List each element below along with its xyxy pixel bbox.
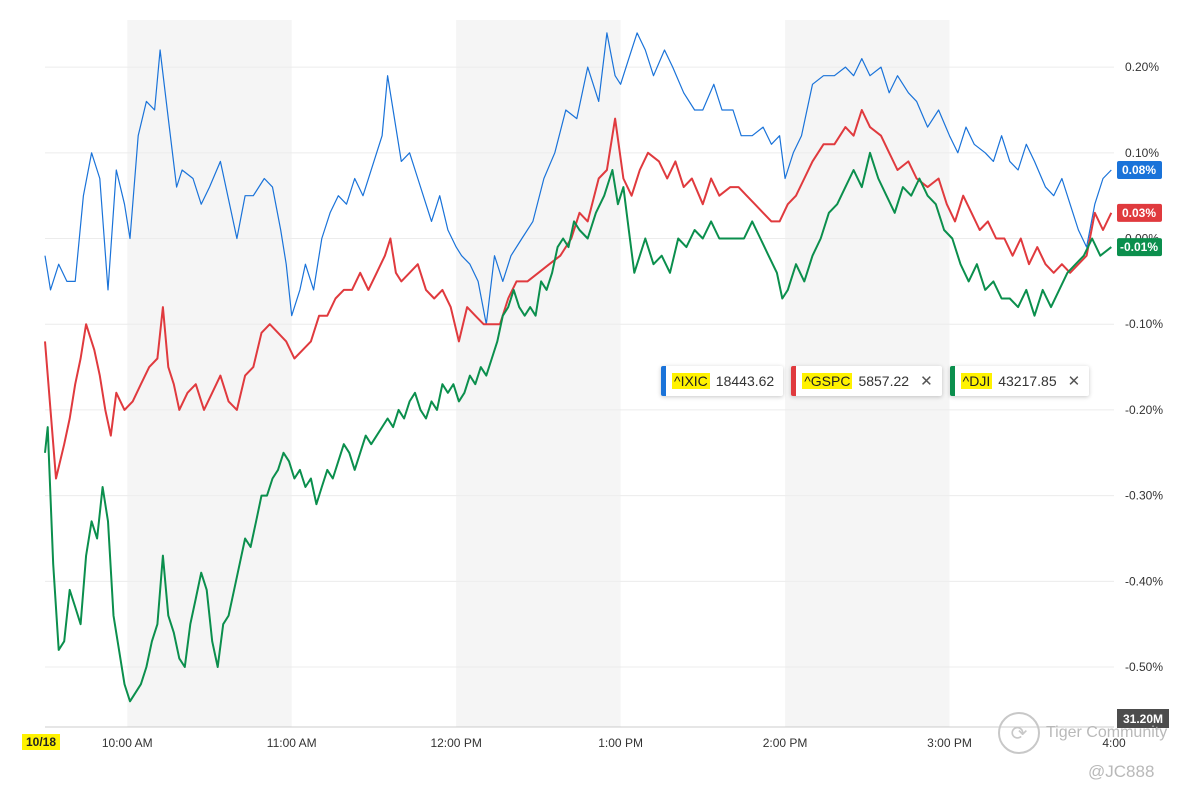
series-line-dji [44, 151, 1112, 703]
watermark-brand: Tiger Community [1046, 724, 1168, 741]
series-lines [44, 32, 1113, 703]
x-tick-label: 12:00 PM [430, 736, 481, 750]
last-value-tag [1117, 160, 1162, 179]
x-tick-labels: 10:00 AM 11:00 AM 12:00 PM 1:00 PM 2:00 PM 3:… [102, 736, 1126, 750]
watermark: ⟳ Tiger Community [998, 712, 1167, 754]
y-tick-label: -0.20% [1125, 403, 1163, 417]
y-tick-label: -0.10% [1125, 317, 1163, 331]
legend-symbol: ^DJI [960, 373, 993, 389]
x-tick-label: 1:00 PM [598, 736, 643, 750]
y-tick-label: 0.20% [1125, 60, 1159, 74]
gridlines [45, 66, 1114, 668]
legend-color-bar [949, 366, 955, 396]
legend-symbol: ^GSPC [802, 373, 853, 389]
volume-tag-box [1117, 709, 1169, 728]
last-value-tag [1117, 238, 1162, 257]
legend-value: 5857.22 [858, 373, 910, 389]
legend-symbol: ^IXIC [672, 373, 710, 389]
legend-color-bar [661, 366, 666, 396]
x-tick-label: 11:00 AM [267, 736, 317, 750]
y-tick-label: -0.30% [1125, 489, 1163, 503]
y-tick-labels: 0.20%0.10%0.00%-0.10%-0.20%-0.30%-0.40%-… [1125, 60, 1163, 674]
volume-label: 31.20M [1123, 712, 1163, 726]
date-label: 10/18 [22, 734, 61, 750]
legend-chip-ixic[interactable]: ^IXIC 18443.62 [661, 366, 784, 396]
y-tick-label: 0.10% [1125, 146, 1159, 160]
y-tick-label: -0.40% [1125, 574, 1163, 588]
volume-tag: 31.20M [1117, 709, 1169, 728]
last-value-tags: 0.08% 0.03% -0.01% [1117, 160, 1162, 257]
x-tick-label: 10:00 AM [102, 736, 153, 750]
legend-value: 18443.62 [715, 373, 775, 389]
legend-chip-gspc[interactable]: ^GSPC 5857.22 ✕ [791, 366, 942, 396]
series-line-gspc [44, 109, 1113, 480]
shaded-band [456, 20, 621, 727]
legend: ^IXIC 18443.62 ^GSPC 5857.22 ✕ ^DJI 4321… [661, 366, 1090, 396]
close-icon[interactable]: ✕ [920, 373, 933, 390]
legend-color-bar [791, 366, 797, 396]
last-value-tag-text: -0.01% [1120, 240, 1158, 254]
close-icon[interactable]: ✕ [1067, 373, 1081, 390]
x-tick-label: 2:00 PM [763, 736, 808, 750]
y-tick-label: -0.50% [1125, 660, 1163, 674]
series-line-ixic [44, 32, 1112, 325]
x-tick-label: 3:00 PM [927, 736, 972, 750]
legend-value: 43217.85 [998, 373, 1057, 389]
tiger-logo-icon: ⟳ [998, 712, 1040, 754]
last-value-tag-text: 0.03% [1122, 206, 1156, 220]
legend-chip-dji[interactable]: ^DJI 43217.85 ✕ [949, 366, 1090, 396]
last-value-tag-text: 0.08% [1122, 163, 1156, 177]
last-value-tag [1117, 203, 1162, 222]
watermark-handle: @JC888 [1088, 762, 1155, 781]
x-tick-label: 4:00 [1102, 736, 1126, 750]
